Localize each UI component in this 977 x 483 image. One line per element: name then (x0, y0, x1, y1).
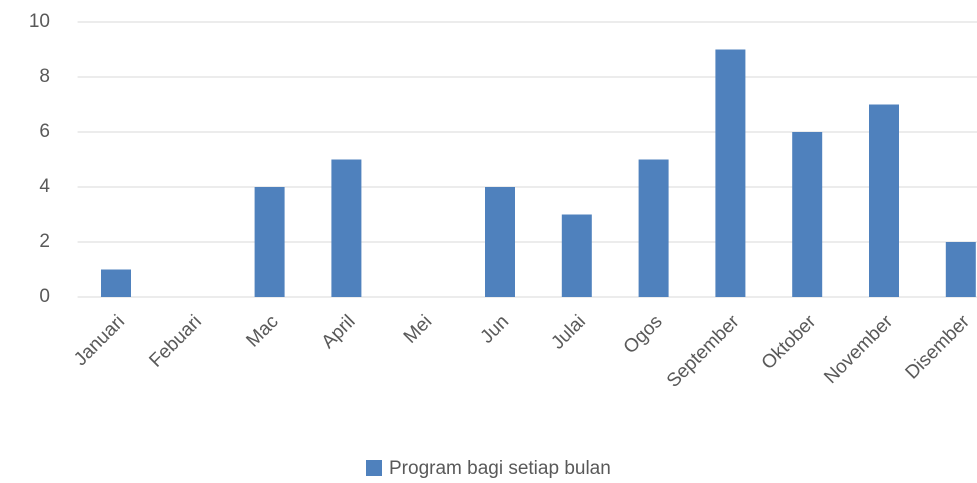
x-tick-label: Jun (477, 311, 514, 348)
bar (331, 159, 362, 297)
y-tick-label: 4 (39, 176, 50, 197)
bar (485, 187, 515, 297)
x-tick-label: September (663, 311, 744, 392)
y-tick-label: 0 (39, 286, 50, 307)
x-tick-label: Mei (400, 311, 437, 348)
x-tick-label: Mac (242, 311, 282, 351)
y-tick-label: 10 (29, 11, 50, 32)
y-tick-label: 2 (39, 231, 50, 252)
legend-swatch (366, 460, 382, 476)
y-tick-label: 6 (39, 121, 50, 142)
bar (792, 132, 823, 297)
bar (561, 214, 592, 297)
bar (254, 187, 285, 297)
x-tick-label: Ogos (620, 311, 667, 358)
x-tick-label: Oktober (758, 311, 821, 374)
bar (869, 104, 899, 297)
y-tick-label: 8 (39, 66, 50, 87)
x-tick-label: April (318, 311, 360, 353)
bar (715, 49, 746, 297)
x-tick-label: Januari (70, 311, 129, 370)
x-tick-label: Febuari (145, 311, 205, 371)
legend-label: Program bagi setiap bulan (389, 458, 611, 479)
bar (101, 269, 131, 297)
x-tick-label: Julai (547, 311, 589, 353)
bar (945, 242, 976, 297)
x-tick-label: November (820, 311, 897, 388)
bar (638, 159, 669, 297)
x-tick-label: Disember (902, 311, 975, 384)
